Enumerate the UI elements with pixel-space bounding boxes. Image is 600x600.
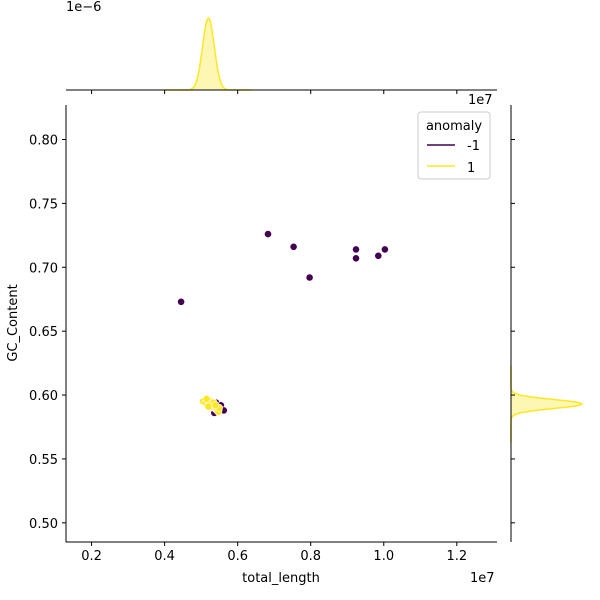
y-tick-label: 0.65 [29,325,58,340]
y-tick-label: 0.50 [29,517,58,532]
legend-title: anomaly [426,119,482,134]
scatter-point [202,394,211,403]
x-axis-label: total_length [242,571,320,586]
main-axes: 0.2 0.4 0.6 0.8 1.0 1.2 0.500.550.600.650.700… [6,105,497,586]
x-tick-label: 0.8 [300,549,321,564]
scatter-point [264,230,272,238]
y-tick-label: 0.70 [29,261,58,276]
legend-label-neg1: -1 [467,139,480,154]
scatter-point [380,245,389,254]
y-axis-ticks: 0.50 0.55 0.60 0.65 0.70 0.75 0.80 [29,134,66,532]
x-axis-offset-text: 1e7 [470,571,495,586]
y-tick-label: 0.55 [29,453,58,468]
x-tick-label: 1.0 [373,549,394,564]
x-tick-label: 1.2 [446,549,467,564]
right-marginal: 1e7 [468,93,584,542]
x-tick-label: 0.6 [227,549,248,564]
scatter-point [204,402,213,411]
top-marginal-ticks [91,90,458,94]
scatter-point [352,254,360,263]
y-tick-label: 0.60 [29,389,58,404]
scatter-point [177,297,185,306]
scatter-point [374,251,383,260]
right-marginal-kde-fill [511,365,582,443]
scatter-point [289,242,298,251]
right-marginal-offset-text: 1e7 [468,93,493,108]
y-tick-label: 0.75 [29,197,58,212]
scatter-point [352,245,360,254]
x-tick-label: 0.2 [81,549,102,564]
y-tick-label: 0.80 [29,134,58,149]
scatter-point [211,401,220,410]
legend-label-pos1: 1 [467,161,475,176]
legend: anomaly -1 1 [417,111,491,180]
x-axis-ticks: 0.2 0.4 0.6 0.8 1.0 1.2 [81,542,467,564]
x-tick-label: 0.4 [154,549,175,564]
scatter-point [305,273,314,282]
scatter-points [177,230,389,417]
top-marginal-offset-text: 1e−6 [66,0,101,15]
top-marginal: 1e−6 [66,0,497,94]
top-marginal-kde-fill [164,18,252,90]
right-marginal-ticks [511,139,515,524]
y-axis-label: GC_Content [6,284,21,361]
